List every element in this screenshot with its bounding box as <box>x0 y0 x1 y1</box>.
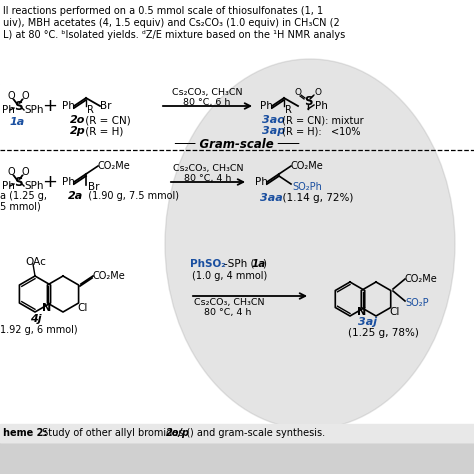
Text: SO₂Ph: SO₂Ph <box>292 182 322 192</box>
Text: ) and gram-scale synthesis.: ) and gram-scale synthesis. <box>190 428 325 438</box>
Text: 4j: 4j <box>30 314 42 324</box>
Text: (R = H):   <10%: (R = H): <10% <box>279 126 361 136</box>
Text: 1a: 1a <box>252 259 266 269</box>
Ellipse shape <box>165 59 455 429</box>
Text: Ph: Ph <box>2 105 15 115</box>
Bar <box>0 0 474 84</box>
Text: SPh: SPh <box>24 105 44 115</box>
Text: Ph: Ph <box>315 101 328 111</box>
Text: 3aj: 3aj <box>358 317 377 327</box>
Bar <box>0 84 474 442</box>
Text: OAc: OAc <box>25 257 46 267</box>
Text: R: R <box>285 105 292 115</box>
Text: +: + <box>43 173 57 191</box>
Text: Ph: Ph <box>62 177 75 187</box>
Text: Ph: Ph <box>260 101 273 111</box>
Text: S: S <box>14 175 22 189</box>
Text: (R = CN): mixtur: (R = CN): mixtur <box>279 115 364 125</box>
Text: O: O <box>315 88 321 97</box>
Text: O: O <box>21 91 29 101</box>
Text: (R = CN): (R = CN) <box>82 115 131 125</box>
Text: L) at 80 °C. ᵇIsolated yields. ᵈZ/E mixture based on the ¹H NMR analys: L) at 80 °C. ᵇIsolated yields. ᵈZ/E mixt… <box>3 30 345 40</box>
Text: -SPh (: -SPh ( <box>224 259 255 269</box>
Text: (R = H): (R = H) <box>82 126 123 136</box>
Text: CO₂Me: CO₂Me <box>93 271 126 281</box>
Text: O: O <box>7 167 15 177</box>
Text: uiv), MBH acetates (4, 1.5 equiv) and Cs₂CO₃ (1.0 equiv) in CH₃CN (2: uiv), MBH acetates (4, 1.5 equiv) and Cs… <box>3 18 340 28</box>
Text: 3ap: 3ap <box>262 126 285 136</box>
Text: 5 mmol): 5 mmol) <box>0 201 41 211</box>
Text: (1.90 g, 7.5 mmol): (1.90 g, 7.5 mmol) <box>82 191 179 201</box>
Text: CO₂Me: CO₂Me <box>291 161 324 171</box>
Text: ll reactions performed on a 0.5 mmol scale of thiosulfonates (1, 1: ll reactions performed on a 0.5 mmol sca… <box>3 6 323 16</box>
Text: 2p: 2p <box>70 126 86 136</box>
Text: +: + <box>43 97 57 115</box>
Text: Cs₂CO₃, CH₃CN: Cs₂CO₃, CH₃CN <box>194 298 264 307</box>
Text: Cs₂CO₃, CH₃CN: Cs₂CO₃, CH₃CN <box>173 164 243 173</box>
Text: Cl: Cl <box>389 307 400 317</box>
Text: PhSO₂: PhSO₂ <box>190 259 226 269</box>
Text: 80 °C, 4 h: 80 °C, 4 h <box>184 173 232 182</box>
Text: Ph: Ph <box>2 181 15 191</box>
Text: (1.0 g, 4 mmol): (1.0 g, 4 mmol) <box>192 271 267 281</box>
Text: CO₂Me: CO₂Me <box>405 274 438 284</box>
Text: ): ) <box>262 259 266 269</box>
Text: 1a: 1a <box>10 117 25 127</box>
Text: Study of other allyl bromides (: Study of other allyl bromides ( <box>39 428 191 438</box>
Text: S: S <box>304 94 312 108</box>
Text: 3aa: 3aa <box>260 193 283 203</box>
Text: 1.92 g, 6 mmol): 1.92 g, 6 mmol) <box>0 325 78 335</box>
Text: SPh: SPh <box>24 181 44 191</box>
Text: 2o: 2o <box>70 115 85 125</box>
Text: 80 °C, 4 h: 80 °C, 4 h <box>204 308 251 317</box>
Text: ─── Gram-scale ───: ─── Gram-scale ─── <box>174 137 300 151</box>
Text: O: O <box>21 167 29 177</box>
Text: 80 °C, 6 h: 80 °C, 6 h <box>183 98 231 107</box>
Text: a (1.25 g,: a (1.25 g, <box>0 191 47 201</box>
Text: Br: Br <box>100 101 111 111</box>
Text: S: S <box>14 100 22 112</box>
Text: O: O <box>7 91 15 101</box>
Text: O: O <box>294 88 301 97</box>
Text: Ph: Ph <box>255 177 268 187</box>
Text: (1.25 g, 78%): (1.25 g, 78%) <box>348 328 419 338</box>
Text: 2o/p: 2o/p <box>166 428 190 438</box>
Bar <box>0 424 474 442</box>
Text: 2a: 2a <box>68 191 83 201</box>
Text: N: N <box>42 303 52 313</box>
Text: (1.14 g, 72%): (1.14 g, 72%) <box>276 193 354 203</box>
Text: heme 2:: heme 2: <box>3 428 47 438</box>
Text: 3ao: 3ao <box>262 115 285 125</box>
Text: Br: Br <box>88 182 100 192</box>
Text: SO₂P: SO₂P <box>405 298 428 308</box>
Text: R: R <box>87 105 94 115</box>
Text: N: N <box>357 307 366 317</box>
Text: CO₂Me: CO₂Me <box>98 161 131 171</box>
Text: Ph: Ph <box>62 101 75 111</box>
Text: Cs₂CO₃, CH₃CN: Cs₂CO₃, CH₃CN <box>172 88 242 97</box>
Text: Cl: Cl <box>77 303 87 313</box>
